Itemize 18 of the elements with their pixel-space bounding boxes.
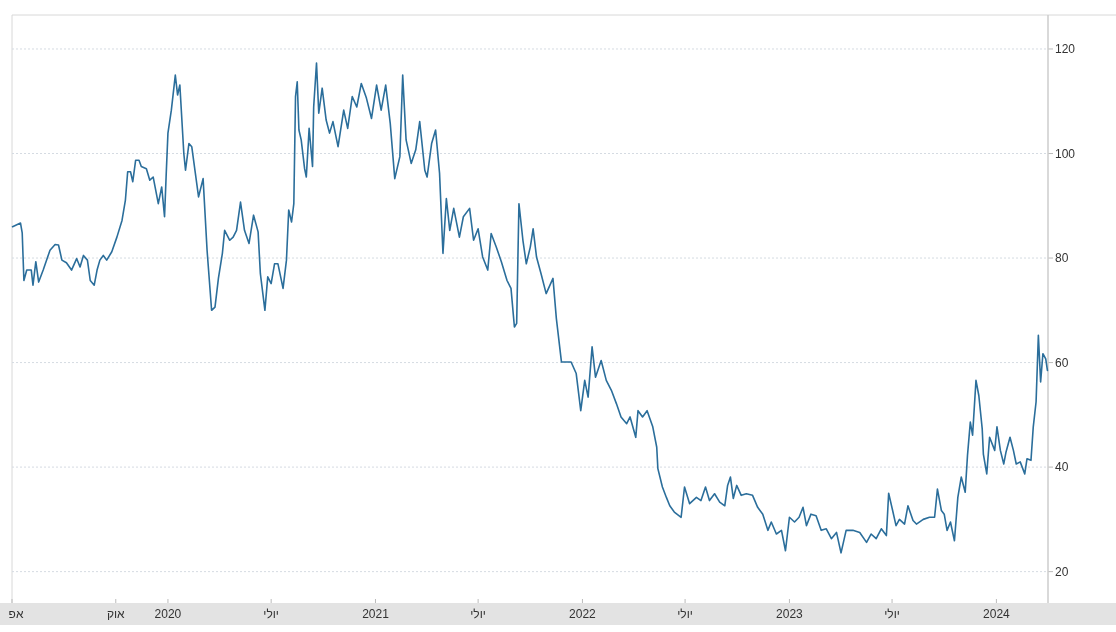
x-tick-label: 2021 [362, 607, 390, 621]
x-tick-label: יולי [263, 607, 279, 621]
x-tick-label: 2022 [569, 607, 597, 621]
x-tick-label: יולי [677, 607, 693, 621]
y-tick-label: 60 [1055, 355, 1069, 370]
x-tick-label: אוק [106, 607, 126, 621]
y-tick-label: 100 [1055, 146, 1076, 161]
x-tick-label: 2024 [983, 607, 1011, 621]
y-tick-label: 120 [1055, 41, 1076, 56]
line-series [11, 62, 1049, 554]
y-tick-label: 80 [1055, 251, 1069, 266]
x-tick-label: 2020 [154, 607, 182, 621]
x-tick-label: 2023 [776, 607, 804, 621]
x-tick-label: יולי [470, 607, 486, 621]
x-tick-label: יולי [884, 607, 900, 621]
y-tick-label: 40 [1055, 460, 1069, 475]
x-tick-label: אפ [8, 607, 24, 621]
y-tick-label: 20 [1055, 564, 1069, 579]
